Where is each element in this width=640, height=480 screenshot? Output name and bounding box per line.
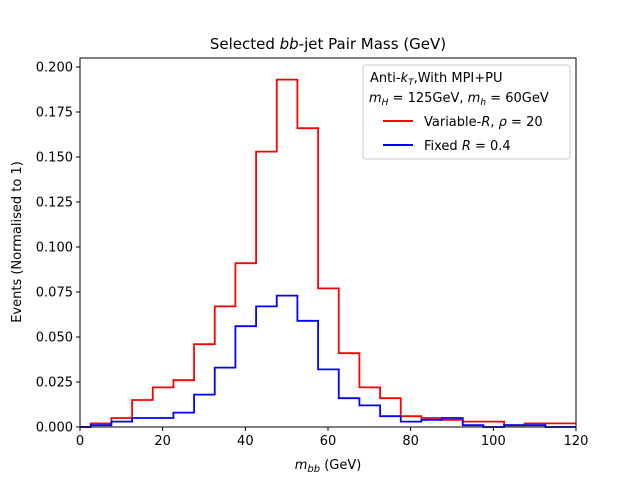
x-axis-title: mbb (GeV) xyxy=(295,458,362,475)
x-tick-label-0: 0 xyxy=(76,434,84,449)
legend-header-2-a: m xyxy=(369,91,382,106)
legend-header-1-d: ,With MPI+PU xyxy=(414,71,503,86)
x-tick-label-5: 100 xyxy=(481,434,506,449)
y-axis-title: Events (Normalised to 1) xyxy=(10,161,25,323)
legend-label-1-c: = 0.4 xyxy=(471,139,511,154)
y-tick-label-2: 0.050 xyxy=(36,331,73,346)
x-axis-title-sub: bb xyxy=(307,464,320,475)
legend-header-1-c: T xyxy=(408,78,415,88)
x-tick-label-6: 120 xyxy=(564,434,589,449)
legend-header-line-2: mH = 125GeV, mh = 60GeV xyxy=(369,91,549,108)
legend-header-line-1: Anti-kT,With MPI+PU xyxy=(370,71,503,88)
y-tick-label-6: 0.150 xyxy=(36,151,73,166)
x-tick-label-4: 80 xyxy=(402,434,419,449)
legend-header-1-b: k xyxy=(401,71,409,86)
legend-box xyxy=(362,64,571,160)
x-tick-label-1: 20 xyxy=(154,434,171,449)
legend: Anti-kT,With MPI+PU mH = 125GeV, mh = 60… xyxy=(362,64,571,160)
y-tick-label-5: 0.125 xyxy=(36,196,73,211)
legend-header-2-b: H xyxy=(382,98,389,108)
legend-header-2-e: h xyxy=(480,98,486,108)
series-layer xyxy=(80,78,576,428)
y-tick-label-8: 0.200 xyxy=(36,61,73,76)
legend-label-0-e: = 20 xyxy=(507,115,543,130)
legend-header-1-a: Anti- xyxy=(370,71,401,86)
chart-title: Selected bb-jet Pair Mass (GeV) xyxy=(210,35,446,53)
legend-label-fixed-r: Fixed R = 0.4 xyxy=(424,139,511,154)
y-tick-label-0: 0.000 xyxy=(36,421,73,436)
y-tick-label-3: 0.075 xyxy=(36,286,73,301)
legend-header-2-c: = 125GeV, xyxy=(388,91,467,106)
legend-label-1-a: Fixed xyxy=(424,139,462,154)
legend-label-0-b: R xyxy=(481,115,490,130)
x-axis-title-var: m xyxy=(295,458,308,473)
title-part-2: bb xyxy=(280,35,299,53)
legend-label-variable-r: Variable-R, ρ = 20 xyxy=(424,115,543,130)
x-axis-title-unit: (GeV) xyxy=(320,458,361,473)
legend-label-0-c: , xyxy=(490,115,498,130)
title-part-3: -jet Pair Mass (GeV) xyxy=(299,35,446,53)
y-tick-label-4: 0.100 xyxy=(36,241,73,256)
y-tick-label-1: 0.025 xyxy=(36,376,73,391)
legend-header-2-d: m xyxy=(468,91,481,106)
legend-header-2-f: = 60GeV xyxy=(486,91,549,106)
x-tick-label-3: 60 xyxy=(320,434,337,449)
x-tick-label-2: 40 xyxy=(237,434,254,449)
tick-layer: 0 20 40 60 80 100 120 0.000 0.025 0.050 0.075 0.100… xyxy=(36,61,589,450)
title-part-1: Selected xyxy=(210,35,280,53)
series-line-1 xyxy=(80,294,576,428)
legend-label-0-d: ρ xyxy=(499,115,508,130)
legend-label-0-a: Variable- xyxy=(424,115,482,130)
legend-label-1-b: R xyxy=(462,139,471,154)
y-tick-label-7: 0.175 xyxy=(36,106,73,121)
